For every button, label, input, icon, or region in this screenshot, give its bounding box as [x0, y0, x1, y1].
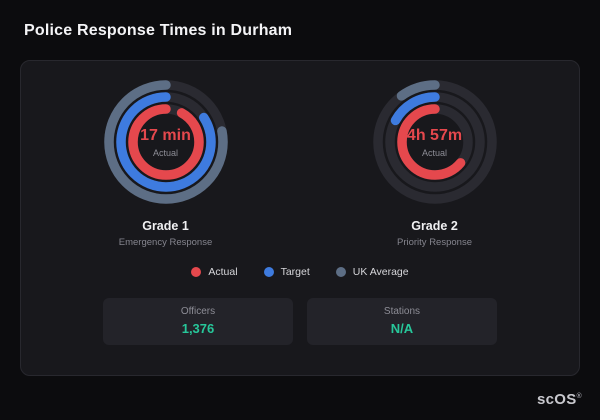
stat-stations-label: Stations — [383, 306, 421, 317]
legend-label-uk-average: UK Average — [352, 266, 409, 278]
chart-legend: Actual Target UK Average — [31, 266, 569, 278]
page-title: Police Response Times in Durham — [24, 22, 293, 39]
response-times-card: 17 min Actual Grade 1 Emergency Response… — [20, 60, 580, 376]
brand-logo: scOS® — [537, 391, 582, 408]
legend-label-target: Target — [280, 266, 310, 278]
gauges-row: 17 min Actual Grade 1 Emergency Response… — [31, 75, 569, 248]
gauge-grade-2-title: Grade 2 — [411, 219, 458, 233]
stats-row: Officers 1,376 Stations N/A — [31, 298, 569, 345]
stat-officers: Officers 1,376 — [103, 298, 293, 345]
gauge-grade-1-chart: 17 min Actual — [99, 75, 233, 209]
registered-trademark-icon: ® — [576, 393, 582, 400]
legend-dot-actual-icon — [191, 267, 202, 277]
legend-item-target[interactable]: Target — [263, 266, 310, 278]
legend-item-actual[interactable]: Actual — [191, 266, 238, 278]
stat-stations-value: N/A — [390, 321, 414, 336]
legend-label-actual: Actual — [208, 266, 238, 278]
legend-dot-uk-average-icon — [335, 267, 346, 277]
stat-officers-value: 1,376 — [181, 321, 215, 336]
stat-stations: Stations N/A — [307, 298, 497, 345]
stat-officers-label: Officers — [180, 306, 216, 317]
legend-item-uk-average[interactable]: UK Average — [335, 266, 409, 278]
gauge-grade-2: 4h 57m Actual Grade 2 Priority Response — [311, 75, 558, 248]
gauge-grade-1-subtitle: Emergency Response — [118, 237, 213, 248]
legend-dot-target-icon — [263, 267, 274, 277]
brand-text: scOS — [536, 391, 577, 408]
gauge-grade-1-title: Grade 1 — [142, 219, 189, 233]
gauge-grade-2-chart: 4h 57m Actual — [368, 75, 502, 209]
gauge-grade-2-subtitle: Priority Response — [397, 237, 472, 248]
gauge-grade-1: 17 min Actual Grade 1 Emergency Response — [42, 75, 289, 248]
